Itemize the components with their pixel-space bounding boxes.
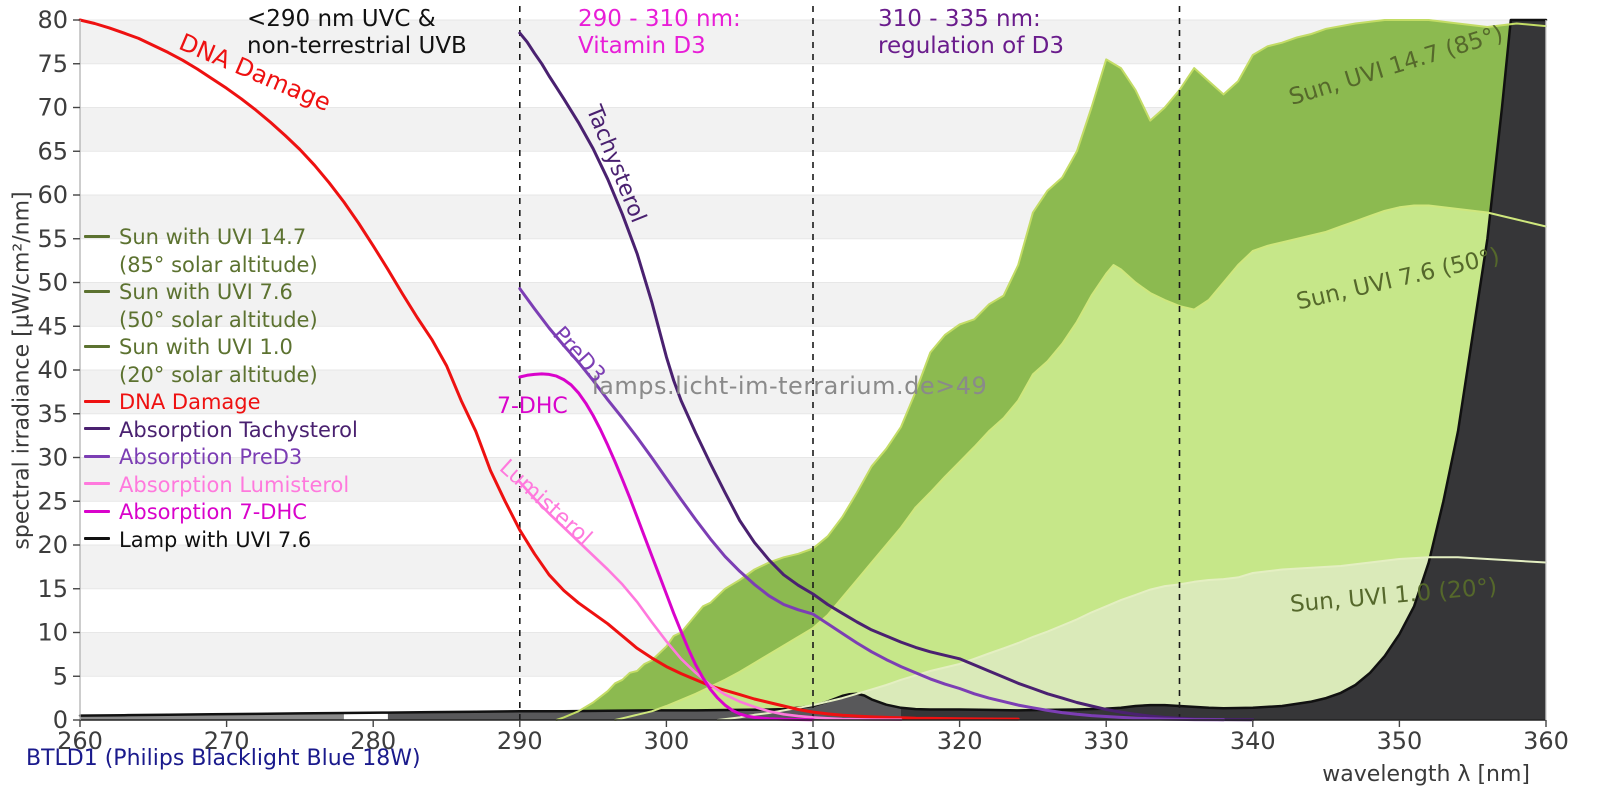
annotation-uvc-zone: <290 nm UVC & non-terrestrial UVB xyxy=(247,6,467,60)
x-tick-label: 320 xyxy=(937,727,983,755)
legend-label: Absorption Tachysterol xyxy=(119,417,358,442)
annotation-vitamin-d3-line1: 290 - 310 nm: xyxy=(578,6,741,32)
series-pre_d3 xyxy=(518,287,1225,722)
legend-item: DNA Damage xyxy=(84,389,358,417)
series-lamp_fill_mid xyxy=(387,693,901,720)
x-tick-label: 360 xyxy=(1523,727,1569,755)
y-tick-label: 60 xyxy=(37,181,68,209)
legend-label: Absorption PreD3 xyxy=(119,445,303,469)
legend-swatch xyxy=(84,234,110,238)
x-tick-label: 280 xyxy=(350,727,396,755)
annotation-regulation-line1: 310 - 335 nm: xyxy=(878,6,1041,32)
series-tachysterol xyxy=(518,31,1255,722)
legend-item: Sun with UVI 14.7 xyxy=(84,224,358,252)
legend-item: Absorption Tachysterol xyxy=(84,417,358,445)
y-tick-label: 5 xyxy=(53,662,68,690)
x-tick-label: 310 xyxy=(790,727,836,755)
y-tick-label: 30 xyxy=(37,444,68,472)
annotation-vitamin-d3-zone: 290 - 310 nm: Vitamin D3 xyxy=(578,6,741,60)
y-tick-label: 65 xyxy=(37,137,68,165)
legend-item: Absorption Lumisterol xyxy=(84,472,358,500)
legend-label: Lamp with UVI 7.6 xyxy=(119,527,312,552)
legend-item: Sun with UVI 7.6 xyxy=(84,279,358,307)
legend-swatch xyxy=(84,509,110,513)
x-tick-label: 350 xyxy=(1376,727,1422,755)
x-tick-label: 300 xyxy=(643,727,689,755)
legend-sublabel: (85° solar altitude) xyxy=(119,252,318,277)
y-tick-label: 25 xyxy=(37,487,68,515)
annotation-regulation-line2: regulation of D3 xyxy=(878,33,1064,59)
y-tick-label: 70 xyxy=(37,94,68,122)
series-dna_damage xyxy=(78,18,1020,721)
legend: Sun with UVI 14.7 (85° solar altitude) Sun… xyxy=(84,224,358,554)
y-tick-label: 45 xyxy=(37,312,68,340)
legend-swatch xyxy=(84,454,110,458)
curve-label-7dhc: 7-DHC xyxy=(497,394,568,419)
y-tick-label: 10 xyxy=(37,619,68,647)
legend-label: Sun with UVI 7.6 xyxy=(119,280,293,304)
legend-label: Sun with UVI 14.7 xyxy=(119,225,307,249)
legend-swatch xyxy=(84,344,110,348)
legend-swatch xyxy=(84,427,110,430)
series-lamp_fill_high xyxy=(901,20,1546,720)
y-tick-label: 50 xyxy=(37,269,68,297)
y-tick-label: 55 xyxy=(37,225,68,253)
series-sun_76_edge xyxy=(614,204,1547,721)
y-tick-label: 75 xyxy=(37,50,68,78)
series-lumisterol xyxy=(518,480,903,721)
legend-swatch xyxy=(84,399,110,403)
legend-item: Lamp with UVI 7.6 xyxy=(84,527,358,555)
legend-label: Absorption Lumisterol xyxy=(119,472,350,497)
series-seven_dhc xyxy=(518,372,815,722)
x-tick-label: 270 xyxy=(204,727,250,755)
annotation-vitamin-d3-line2: Vitamin D3 xyxy=(578,33,706,59)
y-axis-title: spectral irradiance [µW/cm²/nm] xyxy=(9,191,35,550)
y-tick-label: 0 xyxy=(53,706,68,734)
legend-label: Sun with UVI 1.0 xyxy=(119,335,293,359)
y-tick-label: 20 xyxy=(37,531,68,559)
annotation-regulation-zone: 310 - 335 nm: regulation of D3 xyxy=(878,6,1064,60)
legend-item: Sun with UVI 1.0 xyxy=(84,334,358,362)
x-tick-label: 260 xyxy=(57,727,103,755)
y-tick-label: 35 xyxy=(37,400,68,428)
y-tick-label: 40 xyxy=(37,356,68,384)
x-tick-label: 290 xyxy=(497,727,543,755)
x-tick-label: 340 xyxy=(1230,727,1276,755)
legend-label: Absorption 7-DHC xyxy=(119,500,307,524)
series-sun_147_edge xyxy=(555,19,1547,721)
lamp-title: BTLD1 (Philips Blacklight Blue 18W) xyxy=(26,746,421,771)
legend-swatch xyxy=(84,482,110,485)
y-tick-label: 80 xyxy=(37,6,68,34)
legend-label: DNA Damage xyxy=(119,390,261,414)
legend-swatch xyxy=(84,289,110,293)
watermark: lamps.licht-im-terrarium.de>49 xyxy=(592,372,988,400)
legend-sublabel: (50° solar altitude) xyxy=(119,307,318,332)
legend-swatch xyxy=(84,537,110,540)
legend-item: Absorption 7-DHC xyxy=(84,499,358,527)
legend-item: Absorption PreD3 xyxy=(84,444,358,472)
x-tick-label: 330 xyxy=(1083,727,1129,755)
y-tick-label: 15 xyxy=(37,575,68,603)
annotation-uvc-line2: non-terrestrial UVB xyxy=(247,33,467,59)
annotation-uvc-line1: <290 nm UVC & xyxy=(247,6,436,32)
x-axis-title: wavelength λ [nm] xyxy=(1322,762,1530,787)
series-sun_uvi_1_0 xyxy=(717,557,1546,720)
series-lamp xyxy=(78,18,1548,717)
legend-sublabel: (20° solar altitude) xyxy=(119,362,318,387)
series-sun_10_edge xyxy=(716,556,1547,721)
